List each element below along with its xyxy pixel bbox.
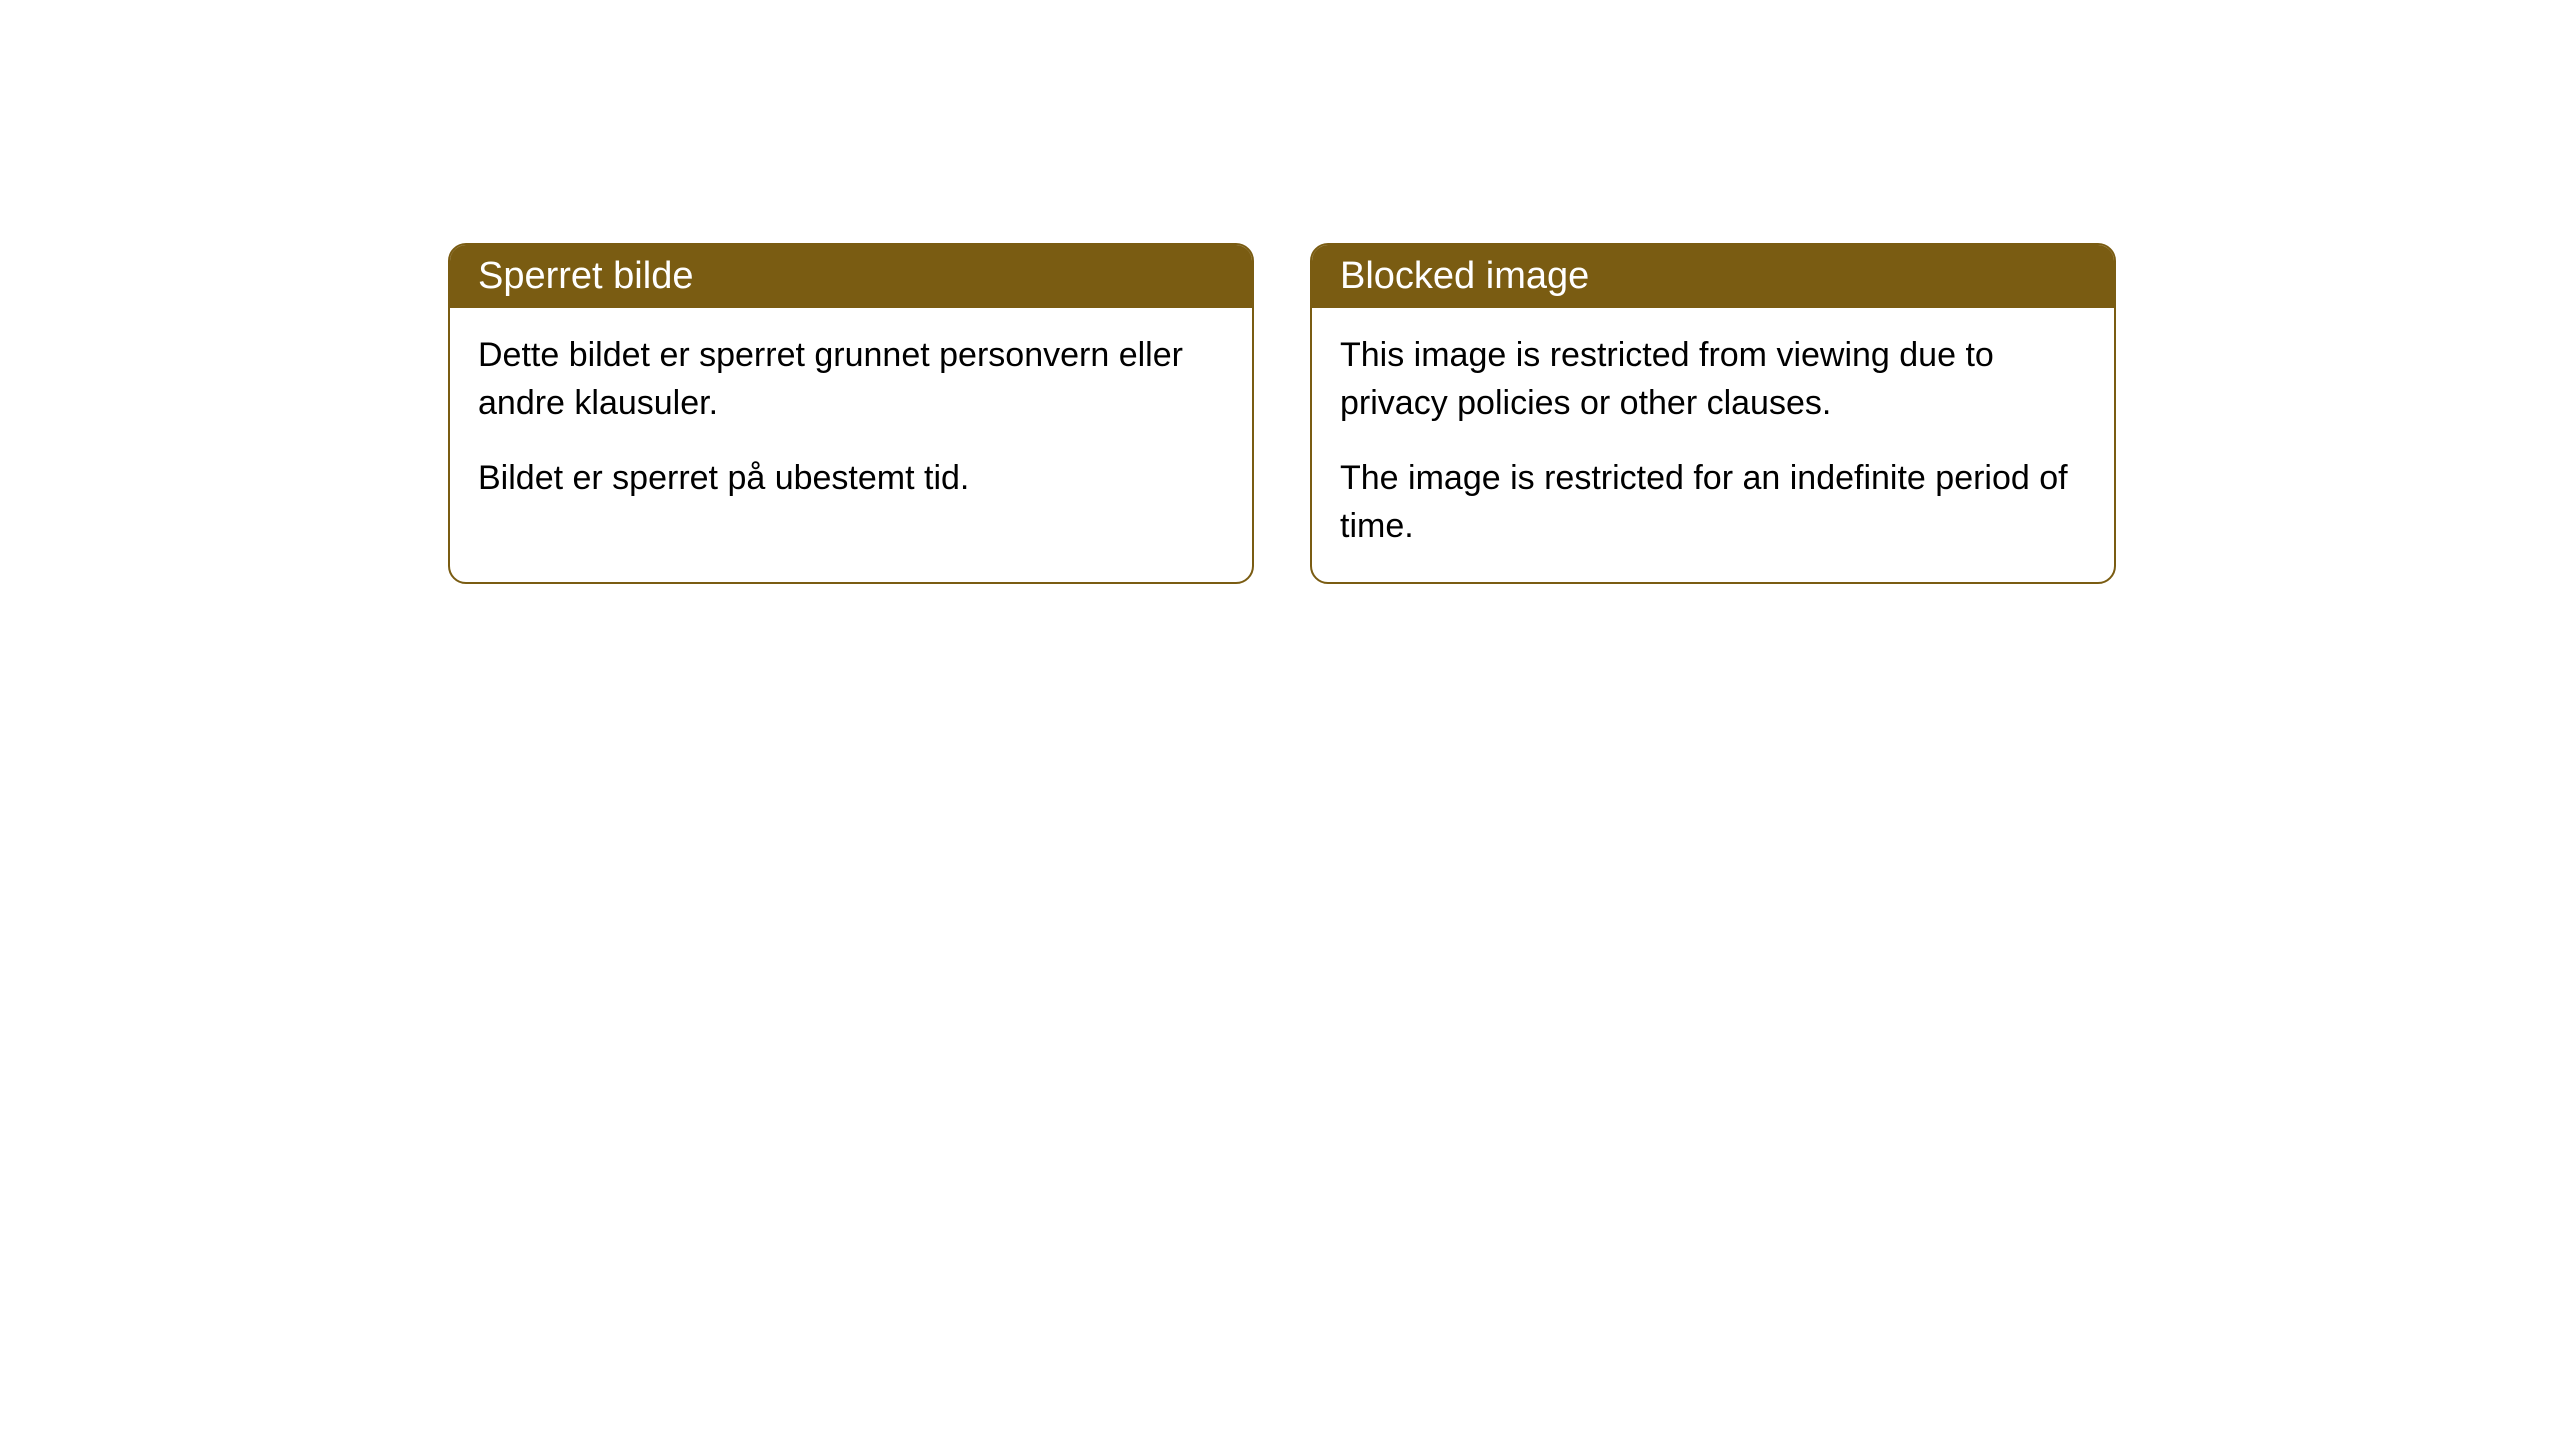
card-paragraph: Dette bildet er sperret grunnet personve…	[478, 332, 1224, 427]
card-paragraph: The image is restricted for an indefinit…	[1340, 455, 2086, 550]
notice-card-body: This image is restricted from viewing du…	[1312, 308, 2114, 582]
notice-card-header: Blocked image	[1312, 245, 2114, 308]
card-title: Sperret bilde	[478, 255, 693, 297]
card-paragraph: Bildet er sperret på ubestemt tid.	[478, 455, 1224, 503]
notice-cards-container: Sperret bilde Dette bildet er sperret gr…	[448, 243, 2116, 584]
notice-card-body: Dette bildet er sperret grunnet personve…	[450, 308, 1252, 535]
card-title: Blocked image	[1340, 255, 1589, 297]
notice-card-english: Blocked image This image is restricted f…	[1310, 243, 2116, 584]
notice-card-header: Sperret bilde	[450, 245, 1252, 308]
card-paragraph: This image is restricted from viewing du…	[1340, 332, 2086, 427]
notice-card-norwegian: Sperret bilde Dette bildet er sperret gr…	[448, 243, 1254, 584]
